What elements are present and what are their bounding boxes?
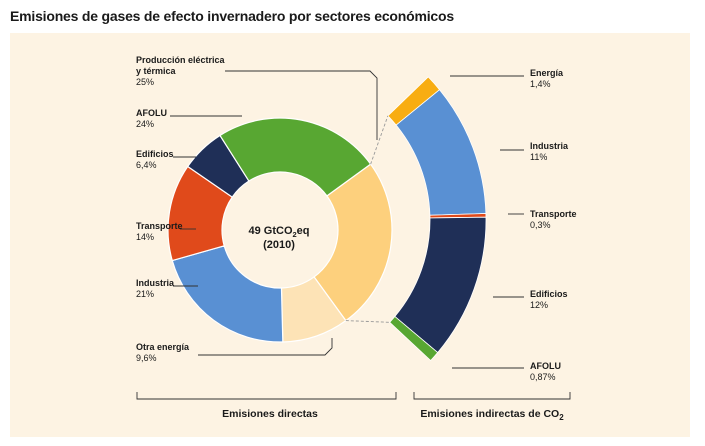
label-indirect-transporte: Transporte 0,3% <box>530 209 577 230</box>
direct-group-label: Emisiones directas <box>222 408 318 420</box>
donut-slice-afolu <box>219 117 372 197</box>
leader-lines <box>170 70 524 369</box>
center-label-line1: 49 GtCO2eq <box>248 225 309 239</box>
label-direct-otra_energia: Otra energía 9,6% <box>136 342 190 363</box>
indirect-bracket <box>413 392 571 400</box>
chart-title: Emisiones de gases de efecto invernadero… <box>10 8 454 24</box>
leader-direct-otra_energia <box>198 338 333 356</box>
connector-top <box>370 115 389 165</box>
slice-labels: Producción eléctrica y térmica 25% Otra ene… <box>136 55 577 382</box>
indirect-group-label: Emisiones indirectas de CO2 <box>420 408 564 422</box>
label-indirect-afolu: AFOLU 0,87% <box>530 361 561 382</box>
label-direct-transporte: Transporte 14% <box>136 221 183 242</box>
donut-chart <box>167 117 393 343</box>
direct-bracket <box>136 392 397 400</box>
arc-segment-afolu <box>389 315 439 362</box>
donut-slice-industria <box>171 245 284 343</box>
label-indirect-edificios: Edificios 12% <box>530 289 568 310</box>
label-direct-edificios: Edificios 6,4% <box>136 149 174 170</box>
connector-bottom <box>345 320 390 323</box>
label-direct-produccion: Producción eléctrica y térmica 25% <box>136 55 226 87</box>
label-indirect-energia: Energía 1,4% <box>530 68 564 89</box>
center-label-line2: (2010) <box>263 239 295 251</box>
leader-direct-produccion <box>225 70 378 140</box>
label-direct-afolu: AFOLU 24% <box>136 108 167 129</box>
label-indirect-industria: Industria 11% <box>530 141 569 162</box>
donut-slice-produccion <box>313 163 393 322</box>
label-direct-industria: Industria 21% <box>136 278 175 299</box>
indirect-arc-chart <box>387 76 487 362</box>
